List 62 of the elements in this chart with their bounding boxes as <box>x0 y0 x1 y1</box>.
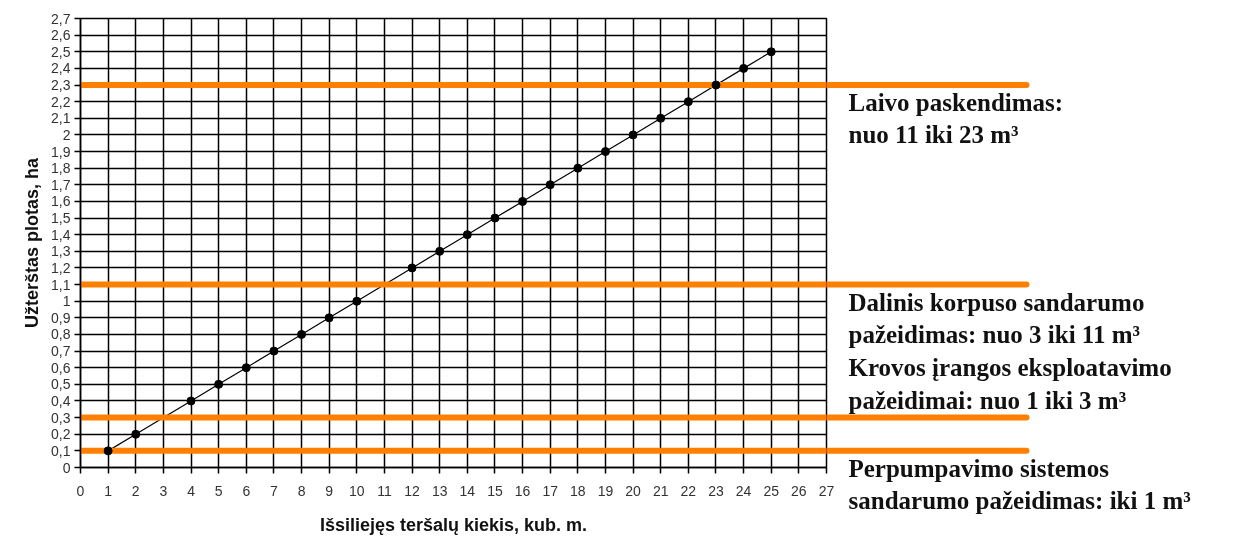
y-tick-label: 2,7 <box>51 10 71 27</box>
x-tick-label: 26 <box>791 482 807 499</box>
y-tick-label: 0,2 <box>51 426 71 443</box>
x-tick-label: 18 <box>570 482 586 499</box>
x-tick-label: 16 <box>514 482 531 499</box>
y-tick-label: 0,5 <box>51 376 71 393</box>
x-tick-label: 19 <box>597 482 614 499</box>
y-tick-label: 2,2 <box>51 93 71 110</box>
y-tick-label: 2,3 <box>51 77 71 94</box>
y-tick-label: 1,2 <box>51 259 71 276</box>
x-tick-label: 20 <box>625 482 642 499</box>
y-tick-label: 2,6 <box>51 27 71 44</box>
ref-line-label: Dalinis korpuso sandarumo pažeidimas: nuo 3 iki 11 m³ <box>848 288 1145 348</box>
y-tick-label: 2,1 <box>51 110 71 127</box>
y-tick-label: 1,1 <box>51 276 71 293</box>
x-tick-label: 22 <box>680 482 697 499</box>
y-tick-label: 0,4 <box>51 392 71 409</box>
x-tick-label: 4 <box>187 482 196 499</box>
y-tick-label: 0,3 <box>51 409 71 426</box>
x-tick-label: 3 <box>159 482 168 499</box>
x-tick-label: 25 <box>763 482 780 499</box>
y-tick-label: 1,8 <box>51 160 71 177</box>
x-tick-label: 12 <box>404 482 421 499</box>
y-tick-label: 1,7 <box>51 176 71 193</box>
x-tick-label: 15 <box>487 482 503 499</box>
x-tick-label: 14 <box>459 482 476 499</box>
ref-line-label: Krovos įrangos eksploatavimo pažeidimai: nuo 1 iki 3 m³ <box>848 354 1172 414</box>
ref-line-label: Perpumpavimo sistemos sandarumo pažeidimas: iki 1 m³ <box>848 454 1191 515</box>
x-tick-label: 5 <box>214 482 223 499</box>
y-tick-label: 2,4 <box>51 60 71 77</box>
y-tick-label: 1,3 <box>51 243 71 260</box>
y-tick-label: 0 <box>62 459 71 476</box>
x-tick-label: 8 <box>297 482 306 499</box>
x-tick-label: 10 <box>349 482 365 499</box>
x-tick-label: 24 <box>735 482 752 499</box>
y-tick-label: 0,6 <box>51 359 71 376</box>
x-axis-title: Išsiliejęs teršalų kiekis, kub. m. <box>319 514 588 535</box>
y-tick-label: 1,6 <box>51 193 71 210</box>
x-tick-label: 11 <box>377 482 392 499</box>
y-tick-label: 1,5 <box>51 210 71 227</box>
x-tick-label: 7 <box>270 482 279 499</box>
x-tick-label: 13 <box>431 482 448 499</box>
y-tick-label: 1,9 <box>51 143 71 160</box>
x-tick-label: 23 <box>708 482 724 499</box>
x-tick-label: 9 <box>325 482 334 499</box>
ref-line-label: Laivo paskendimas: nuo 11 iki 23 m³ <box>848 89 1064 149</box>
y-tick-label: 0,8 <box>51 326 71 343</box>
y-tick-label: 0,1 <box>51 442 71 459</box>
y-tick-label: 2,5 <box>51 43 71 60</box>
x-tick-label: 1 <box>104 482 113 499</box>
y-tick-label: 1 <box>62 293 71 310</box>
x-tick-label: 27 <box>818 482 835 499</box>
x-tick-label: 2 <box>131 482 140 499</box>
x-tick-label: 0 <box>76 482 85 499</box>
x-tick-label: 6 <box>242 482 251 499</box>
x-tick-label: 17 <box>542 482 559 499</box>
y-tick-label: 0,9 <box>51 309 71 326</box>
y-axis-title: Užterštas plotas, ha <box>22 156 43 329</box>
x-tick-label: 21 <box>652 482 669 499</box>
y-tick-label: 0,7 <box>51 343 71 360</box>
y-tick-label: 2 <box>62 126 71 143</box>
y-tick-label: 1,4 <box>51 226 71 243</box>
